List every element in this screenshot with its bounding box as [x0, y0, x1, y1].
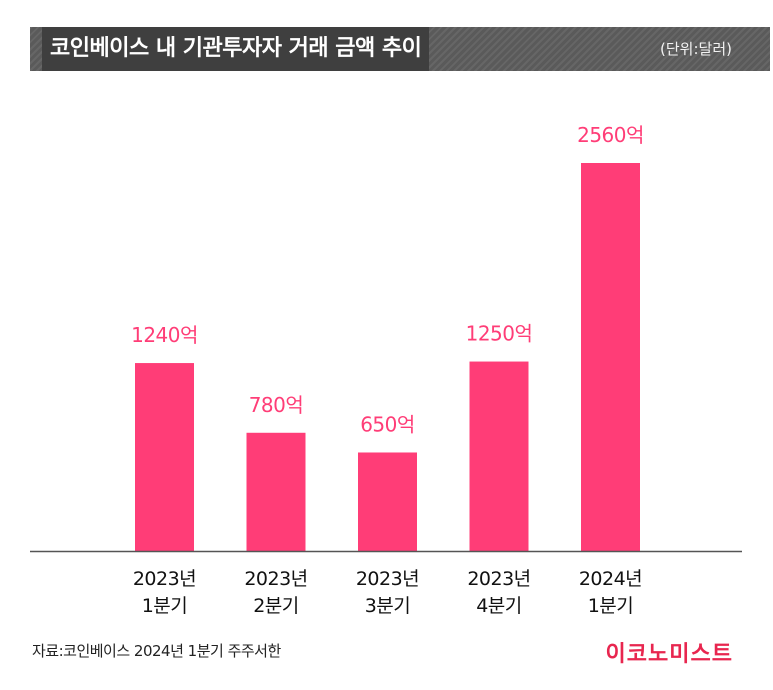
source-note: 자료:코인베이스 2024년 1분기 주주서한 [32, 642, 281, 660]
bar [358, 452, 417, 551]
title-bar: 코인베이스 내 기관투자자 거래 금액 추이 (단위:달러) [30, 27, 770, 71]
x-tick-label: 2023년 [467, 568, 530, 590]
x-tick-label: 2023년 [356, 568, 419, 590]
chart-title: 코인베이스 내 기관투자자 거래 금액 추이 [42, 27, 430, 71]
bar-value-label: 650억 [360, 412, 415, 436]
bar [581, 163, 640, 551]
bar [135, 363, 194, 551]
bar-value-label: 1250억 [466, 322, 533, 346]
x-tick-label: 2023년 [133, 568, 196, 590]
bar [469, 361, 529, 551]
x-tick-label: 4분기 [476, 595, 522, 617]
bar-value-label: 1240억 [131, 323, 198, 347]
bar [246, 432, 306, 551]
x-tick-label: 2024년 [579, 568, 642, 590]
x-tick-label: 1분기 [588, 595, 634, 617]
bar-value-label: 780억 [249, 393, 304, 417]
x-tick-label: 2분기 [253, 595, 299, 617]
x-tick-label: 2023년 [244, 568, 307, 590]
x-tick-label: 1분기 [142, 595, 188, 617]
unit-label: (단위:달러) [660, 40, 732, 58]
x-tick-label: 3분기 [365, 595, 411, 617]
publisher-logo: 이코노미스트 [605, 642, 733, 667]
bar-value-label: 2560억 [577, 123, 644, 147]
